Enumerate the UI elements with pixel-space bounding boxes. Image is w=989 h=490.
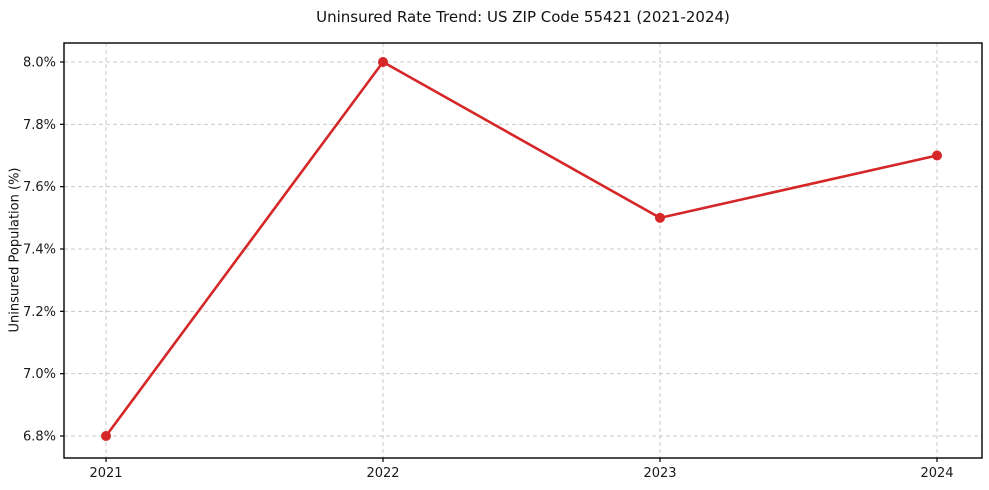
x-tick-label: 2022 [366,466,399,481]
chart-title: Uninsured Rate Trend: US ZIP Code 55421 … [316,8,730,26]
x-tick-label: 2021 [89,466,122,481]
plot-frame [63,42,983,459]
y-tick-label: 6.8% [23,430,56,445]
y-tick-label: 7.4% [23,243,56,258]
x-tick-label: 2023 [643,466,676,481]
data-point [101,431,111,441]
x-tick-label: 2024 [920,466,953,481]
data-line [104,60,939,438]
data-point [932,150,942,161]
y-tick-label: 7.2% [23,305,56,320]
data-point [378,57,388,67]
y-tick-label: 7.6% [23,180,56,195]
data-point [655,212,665,223]
y-tick-label: 8.0% [23,56,56,71]
y-tick-label: 7.8% [23,118,56,133]
y-tick-label: 7.0% [23,367,56,382]
